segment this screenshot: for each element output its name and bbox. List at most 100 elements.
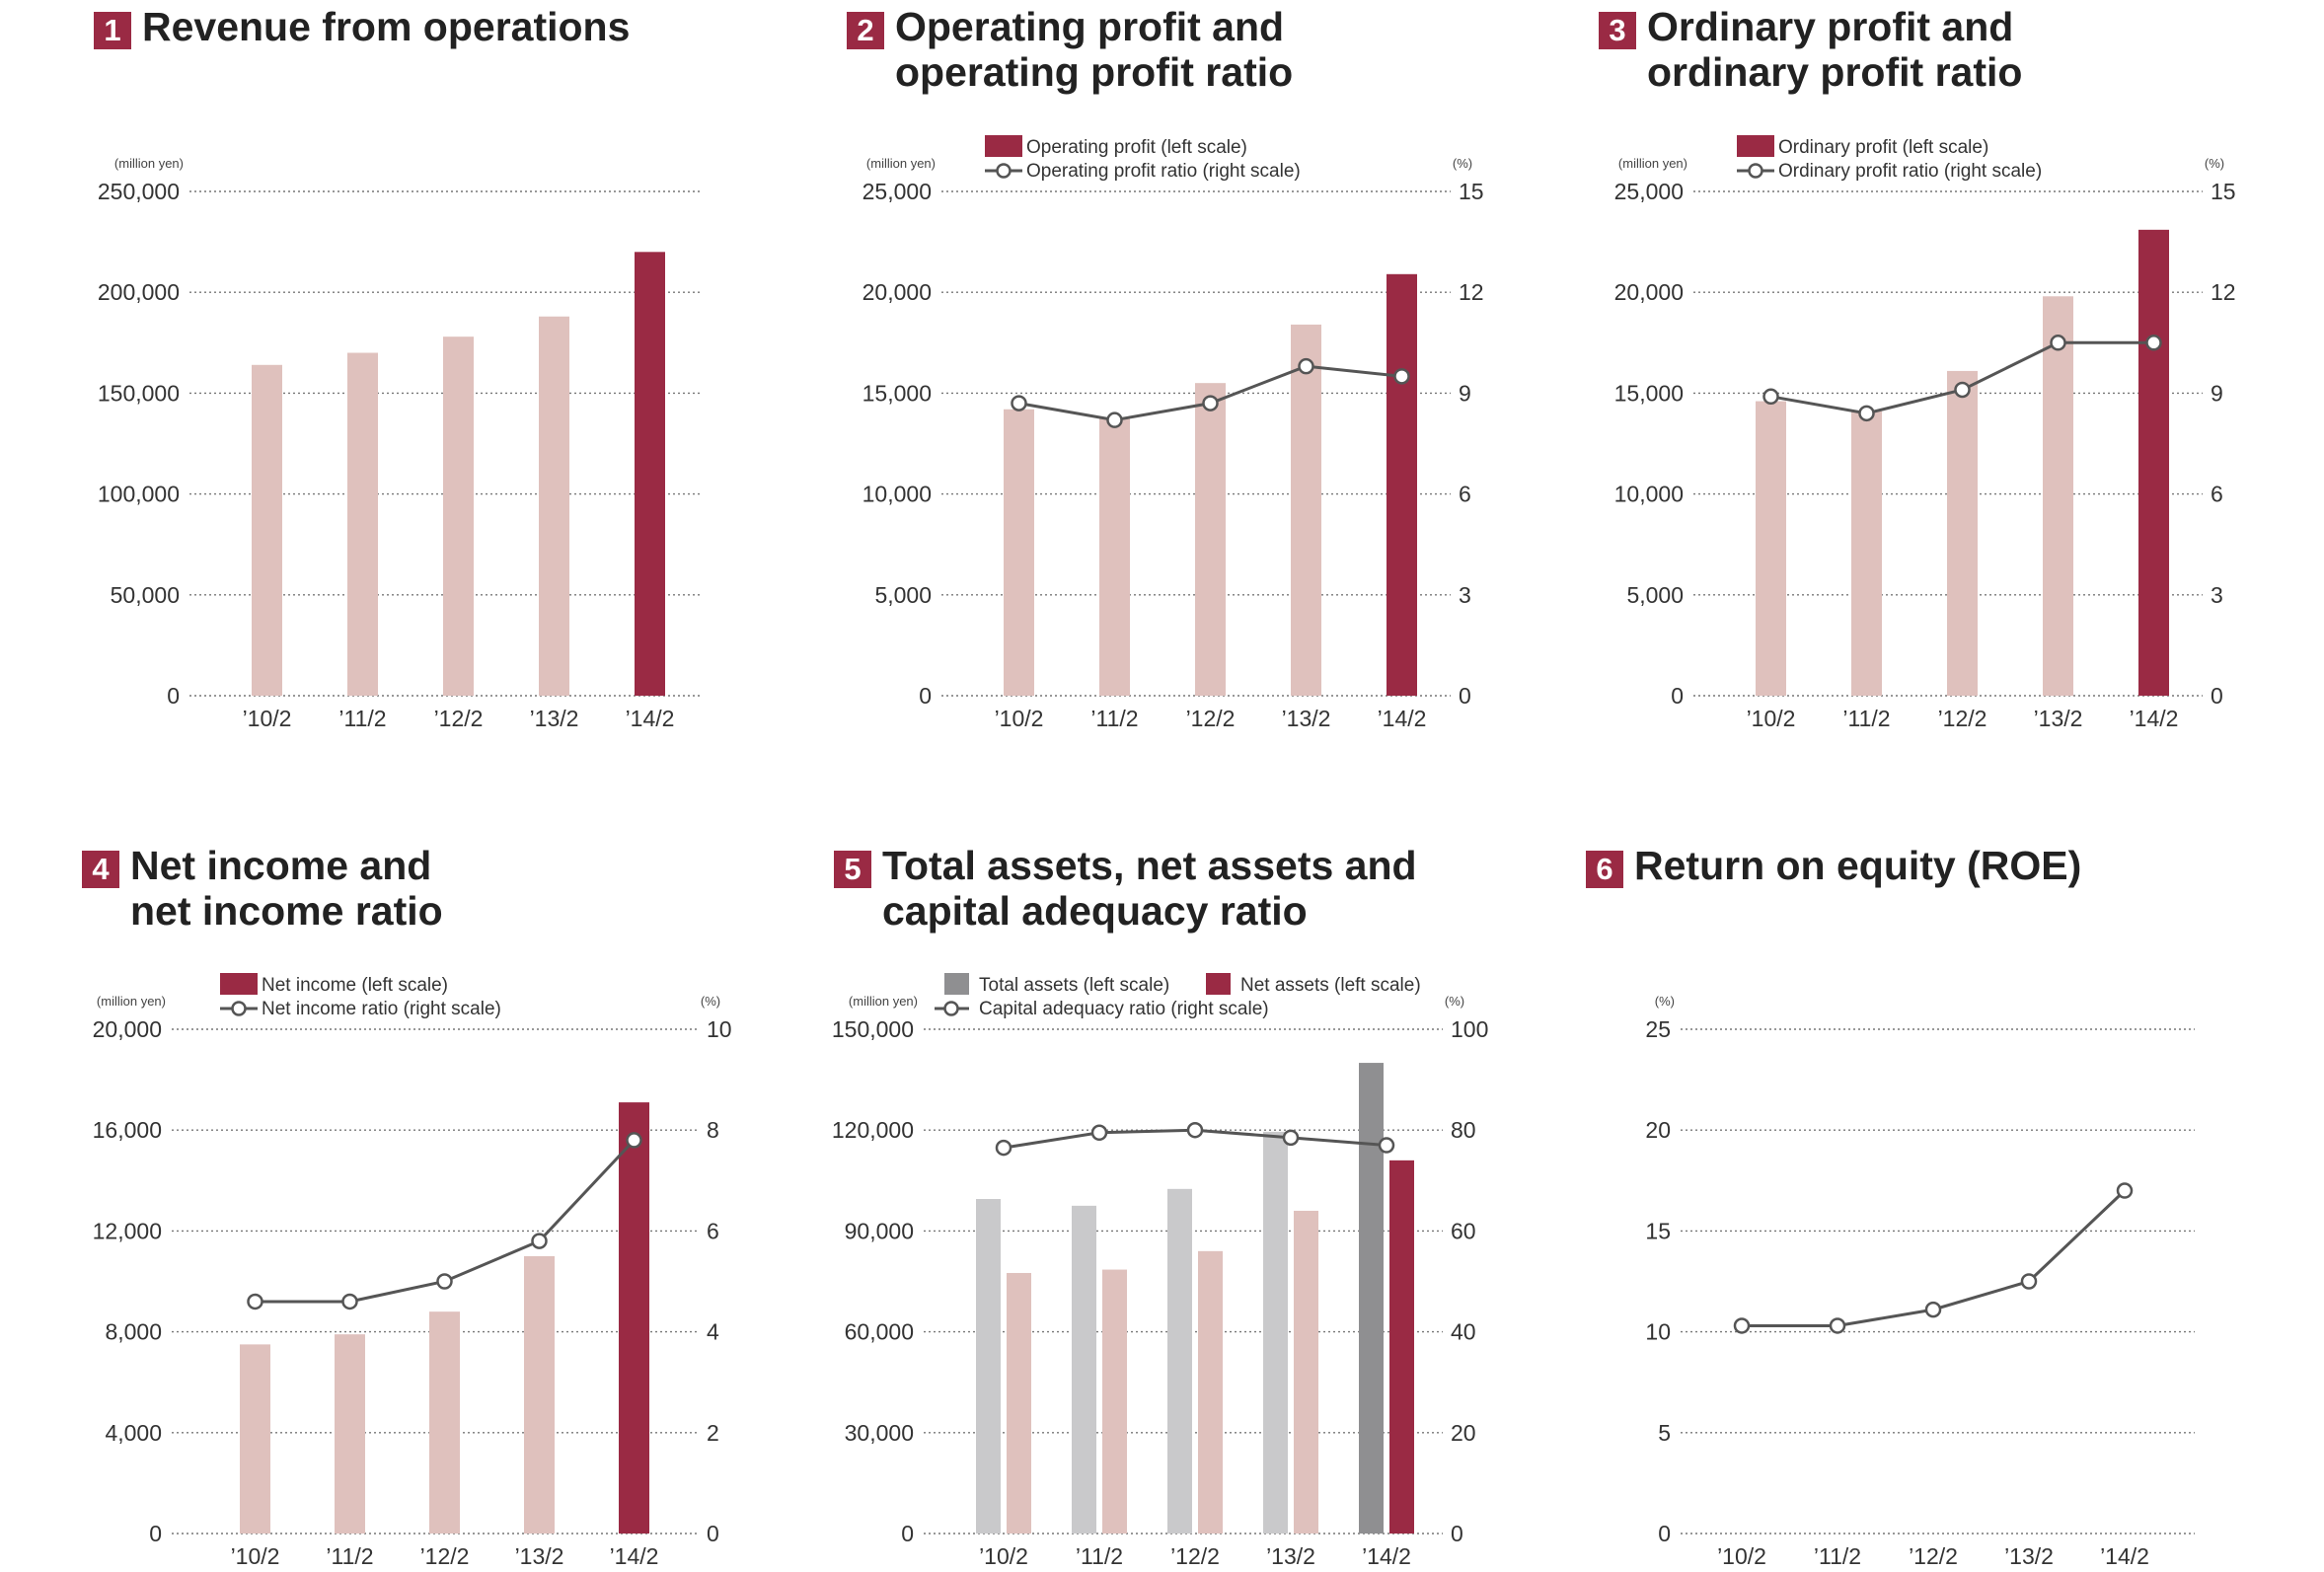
y2-tick-label: 2 xyxy=(707,1420,719,1446)
operating-profit-chart: (million yen) (%) 25,000 15 20,000 12 15,000 9 1… xyxy=(862,135,1484,731)
legend-line-marker xyxy=(231,1001,247,1016)
y2-tick-label: 15 xyxy=(2211,179,2236,204)
legend-label: Net assets (left scale) xyxy=(1240,975,1421,996)
right-axis-unit-label: (%) xyxy=(1445,994,1464,1009)
bar xyxy=(1004,409,1034,696)
y2-tick-label: 40 xyxy=(1451,1319,1476,1345)
x-tick-label: ’12/2 xyxy=(434,706,484,731)
line-point xyxy=(1011,395,1027,412)
bar-net-assets xyxy=(1389,1160,1414,1534)
legend-label: Net income ratio (right scale) xyxy=(262,999,501,1019)
y-tick-label: 10 xyxy=(1645,1319,1671,1345)
y-tick-label: 12,000 xyxy=(93,1218,162,1243)
x-tick-label: ’12/2 xyxy=(420,1543,470,1569)
y-tick-label: 50,000 xyxy=(111,582,180,608)
line-point xyxy=(995,1139,1012,1157)
left-axis-unit-label: (million yen) xyxy=(97,994,166,1009)
chart-panel-ordinary-profit: 3 Ordinary profit and ordinary profit ra… xyxy=(1599,4,2236,762)
y-tick-label: 100,000 xyxy=(98,482,180,507)
bar xyxy=(429,1311,460,1534)
chart-title-line-2: operating profit ratio xyxy=(895,49,1294,95)
legend-swatch-bar xyxy=(985,135,1022,157)
x-tick-label: ’12/2 xyxy=(1186,706,1236,731)
chart-panel-revenue: 1 Revenue from operations (million yen) 2… xyxy=(94,4,725,762)
chart-panel-operating-profit: 2 Operating profit and operating profit … xyxy=(847,4,1484,762)
legend-label: Ordinary profit ratio (right scale) xyxy=(1778,161,2042,182)
y-tick-label: 5,000 xyxy=(874,582,932,608)
y-tick-label: 60,000 xyxy=(845,1319,914,1345)
y-tick-label: 0 xyxy=(167,683,180,709)
chart-title-line-1: Revenue from operations xyxy=(142,4,631,49)
bar-net-assets xyxy=(1007,1272,1031,1534)
y-tick-label: 15 xyxy=(1645,1218,1671,1243)
y-tick-label: 150,000 xyxy=(98,380,180,406)
y-tick-label: 0 xyxy=(919,683,932,709)
y-tick-label: 0 xyxy=(1671,683,1684,709)
y-tick-label: 10,000 xyxy=(862,482,932,507)
chart-title-line-1: Operating profit and xyxy=(895,4,1285,49)
legend-swatch-net-assets xyxy=(1206,973,1231,995)
y-tick-label: 25,000 xyxy=(862,179,932,204)
bar xyxy=(635,252,665,696)
y-tick-label: 0 xyxy=(149,1521,162,1546)
y2-tick-label: 12 xyxy=(1459,279,1484,305)
line-point xyxy=(2116,1182,2134,1199)
x-tick-label: ’14/2 xyxy=(1362,1543,1411,1569)
y2-tick-label: 100 xyxy=(1451,1016,1488,1042)
y2-tick-label: 8 xyxy=(707,1117,719,1143)
bar-total-assets xyxy=(1263,1131,1288,1534)
x-tick-label: ’10/2 xyxy=(231,1543,280,1569)
line-point xyxy=(1858,405,1875,422)
legend-label: Operating profit ratio (right scale) xyxy=(1026,161,1301,182)
bar xyxy=(1195,383,1226,696)
y2-tick-label: 3 xyxy=(2211,582,2223,608)
x-tick-label: ’14/2 xyxy=(2100,1543,2149,1569)
x-tick-label: ’10/2 xyxy=(1717,1543,1766,1569)
line-point xyxy=(1282,1129,1300,1147)
x-tick-label: ’11/2 xyxy=(326,1543,373,1569)
chart-number-badge: 3 xyxy=(1599,12,1636,49)
legend-label: Ordinary profit (left scale) xyxy=(1778,137,1988,158)
line-point xyxy=(2020,1273,2038,1290)
line-point xyxy=(1829,1317,1846,1334)
x-tick-label: ’13/2 xyxy=(530,706,579,731)
bar xyxy=(1756,401,1786,696)
legend-label: Net income (left scale) xyxy=(262,975,448,996)
line-point xyxy=(247,1293,263,1310)
x-tick-label: ’13/2 xyxy=(1282,706,1331,731)
y2-tick-label: 80 xyxy=(1451,1117,1476,1143)
bar xyxy=(539,316,569,696)
y-tick-label: 120,000 xyxy=(832,1117,914,1143)
chart-title-line-1: Total assets, net assets and xyxy=(882,843,1417,888)
y2-tick-label: 6 xyxy=(2211,482,2223,507)
y-tick-label: 15,000 xyxy=(862,380,932,406)
x-tick-label: ’11/2 xyxy=(1090,706,1138,731)
chart-panel-net-income: 4 Net income and net income ratio (milli… xyxy=(82,843,733,1572)
chart-title-line-2: ordinary profit ratio xyxy=(1647,49,2023,95)
y-tick-label: 4,000 xyxy=(105,1420,162,1446)
line-point xyxy=(1106,412,1123,428)
x-tick-label: ’11/2 xyxy=(1076,1543,1123,1569)
bar xyxy=(1099,416,1130,696)
bar xyxy=(1387,273,1417,696)
line-point xyxy=(2050,335,2066,351)
legend-label: Total assets (left scale) xyxy=(979,975,1169,996)
x-tick-label: ’10/2 xyxy=(995,706,1044,731)
y2-tick-label: 9 xyxy=(2211,380,2223,406)
chart-title-line-2: capital adequacy ratio xyxy=(882,888,1308,934)
right-axis-unit-label: (%) xyxy=(2205,156,2224,171)
bar-net-assets xyxy=(1198,1250,1223,1534)
y-tick-label: 20,000 xyxy=(1614,279,1684,305)
line-point xyxy=(626,1132,642,1149)
x-tick-label: ’12/2 xyxy=(1170,1543,1220,1569)
line-point xyxy=(436,1273,453,1290)
chart-title-line-1: Ordinary profit and xyxy=(1647,4,2014,49)
y-tick-label: 10,000 xyxy=(1614,482,1684,507)
line-point xyxy=(2145,335,2162,351)
y2-tick-label: 9 xyxy=(1459,380,1471,406)
x-tick-label: ’12/2 xyxy=(1938,706,1987,731)
y-tick-label: 15,000 xyxy=(1614,380,1684,406)
legend-label: Capital adequacy ratio (right scale) xyxy=(979,999,1269,1019)
left-axis-unit-label: (%) xyxy=(1655,994,1675,1009)
legend-swatch-bar xyxy=(1737,135,1774,157)
